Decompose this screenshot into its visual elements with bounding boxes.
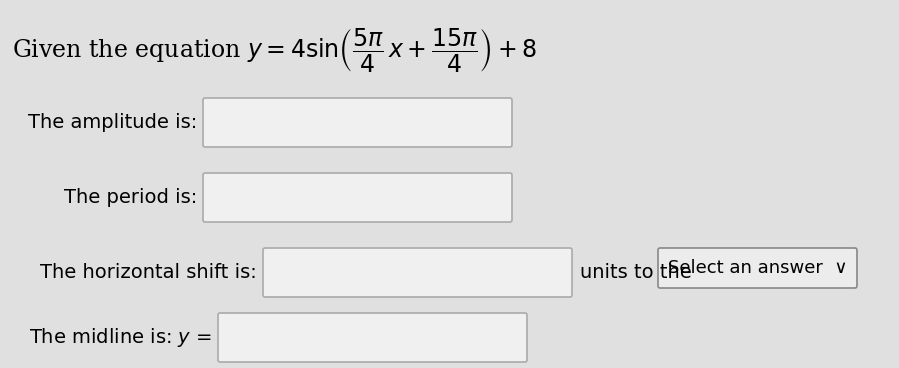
Text: The horizontal shift is:: The horizontal shift is: (40, 263, 257, 282)
FancyBboxPatch shape (218, 313, 527, 362)
Text: The amplitude is:: The amplitude is: (28, 113, 197, 132)
Text: Select an answer  ∨: Select an answer ∨ (668, 259, 848, 277)
FancyBboxPatch shape (263, 248, 572, 297)
FancyBboxPatch shape (203, 173, 512, 222)
FancyBboxPatch shape (658, 248, 857, 288)
Text: The period is:: The period is: (64, 188, 197, 207)
Text: units to the: units to the (580, 263, 691, 282)
Text: Given the equation $y = 4\sin\!\left(\dfrac{5\pi}{4}\,x + \dfrac{15\pi}{4}\right: Given the equation $y = 4\sin\!\left(\df… (12, 26, 537, 74)
Text: The midline is: $y$ =: The midline is: $y$ = (29, 326, 212, 349)
FancyBboxPatch shape (203, 98, 512, 147)
